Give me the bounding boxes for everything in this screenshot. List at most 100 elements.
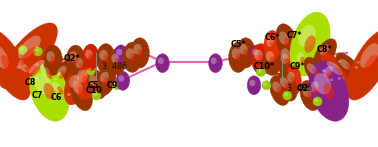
Ellipse shape: [313, 86, 318, 95]
Ellipse shape: [18, 62, 29, 72]
Ellipse shape: [88, 68, 91, 71]
Ellipse shape: [346, 64, 353, 72]
Text: C7*: C7*: [286, 31, 302, 40]
Ellipse shape: [38, 60, 60, 90]
Ellipse shape: [69, 51, 77, 62]
Ellipse shape: [307, 91, 313, 100]
Ellipse shape: [291, 77, 295, 85]
Ellipse shape: [211, 57, 217, 64]
Ellipse shape: [252, 49, 259, 55]
Ellipse shape: [100, 72, 109, 82]
Ellipse shape: [29, 67, 40, 77]
Ellipse shape: [304, 57, 327, 87]
Ellipse shape: [322, 50, 328, 58]
Text: C7: C7: [31, 91, 43, 100]
Ellipse shape: [82, 44, 99, 71]
Ellipse shape: [229, 42, 248, 72]
Ellipse shape: [298, 25, 316, 47]
Ellipse shape: [89, 75, 98, 85]
Ellipse shape: [18, 45, 27, 55]
Ellipse shape: [313, 97, 322, 106]
Ellipse shape: [113, 81, 122, 90]
Ellipse shape: [256, 67, 265, 77]
Ellipse shape: [73, 81, 82, 94]
Ellipse shape: [285, 66, 301, 96]
Ellipse shape: [262, 81, 271, 90]
Ellipse shape: [251, 44, 270, 74]
Ellipse shape: [46, 51, 55, 62]
Ellipse shape: [15, 64, 24, 73]
Ellipse shape: [33, 47, 42, 56]
Ellipse shape: [94, 80, 99, 88]
Ellipse shape: [300, 81, 320, 111]
Ellipse shape: [76, 58, 83, 68]
Ellipse shape: [314, 39, 336, 69]
Ellipse shape: [284, 93, 288, 96]
Text: 3. 486: 3. 486: [287, 84, 312, 93]
Ellipse shape: [85, 49, 92, 59]
Ellipse shape: [209, 54, 222, 73]
Ellipse shape: [115, 58, 119, 65]
Ellipse shape: [266, 36, 274, 47]
Ellipse shape: [54, 78, 57, 81]
Ellipse shape: [250, 45, 264, 64]
Ellipse shape: [51, 60, 74, 90]
Ellipse shape: [330, 79, 333, 81]
Ellipse shape: [96, 66, 116, 96]
Ellipse shape: [263, 82, 267, 86]
Ellipse shape: [109, 49, 125, 75]
Ellipse shape: [276, 24, 299, 61]
Ellipse shape: [116, 71, 130, 90]
Ellipse shape: [96, 44, 115, 74]
Ellipse shape: [34, 62, 42, 69]
Ellipse shape: [73, 81, 79, 91]
Ellipse shape: [130, 53, 135, 61]
Ellipse shape: [263, 45, 282, 75]
Ellipse shape: [314, 99, 318, 102]
Ellipse shape: [57, 86, 64, 95]
Ellipse shape: [265, 51, 274, 62]
Ellipse shape: [270, 75, 290, 105]
Ellipse shape: [236, 38, 255, 68]
Ellipse shape: [18, 36, 41, 59]
Text: 3. 486: 3. 486: [102, 62, 127, 71]
Ellipse shape: [314, 73, 331, 94]
Ellipse shape: [43, 45, 62, 75]
Ellipse shape: [82, 76, 88, 86]
Ellipse shape: [66, 45, 85, 75]
Ellipse shape: [270, 56, 275, 64]
Ellipse shape: [338, 77, 341, 80]
Ellipse shape: [0, 29, 31, 100]
Ellipse shape: [53, 76, 60, 84]
Ellipse shape: [87, 69, 106, 99]
Ellipse shape: [329, 77, 336, 85]
Text: C6*: C6*: [264, 33, 280, 42]
Ellipse shape: [1, 55, 14, 74]
Ellipse shape: [304, 35, 316, 53]
Text: O2: O2: [296, 84, 308, 93]
Ellipse shape: [320, 45, 329, 55]
Ellipse shape: [116, 49, 122, 55]
Ellipse shape: [326, 71, 332, 79]
Ellipse shape: [130, 38, 149, 68]
Ellipse shape: [294, 47, 311, 74]
Ellipse shape: [235, 53, 241, 61]
Ellipse shape: [92, 91, 101, 100]
Ellipse shape: [40, 66, 50, 77]
Ellipse shape: [278, 42, 297, 72]
Ellipse shape: [35, 77, 39, 80]
Ellipse shape: [88, 54, 93, 61]
Ellipse shape: [280, 48, 289, 59]
Ellipse shape: [254, 50, 263, 60]
Ellipse shape: [297, 52, 304, 62]
Ellipse shape: [347, 29, 378, 100]
Ellipse shape: [336, 59, 344, 66]
Ellipse shape: [14, 52, 56, 92]
Ellipse shape: [137, 49, 143, 57]
Ellipse shape: [339, 59, 350, 69]
Ellipse shape: [277, 71, 297, 101]
Text: C9: C9: [107, 81, 118, 91]
Ellipse shape: [29, 61, 69, 121]
Ellipse shape: [112, 54, 119, 63]
Ellipse shape: [363, 55, 376, 74]
